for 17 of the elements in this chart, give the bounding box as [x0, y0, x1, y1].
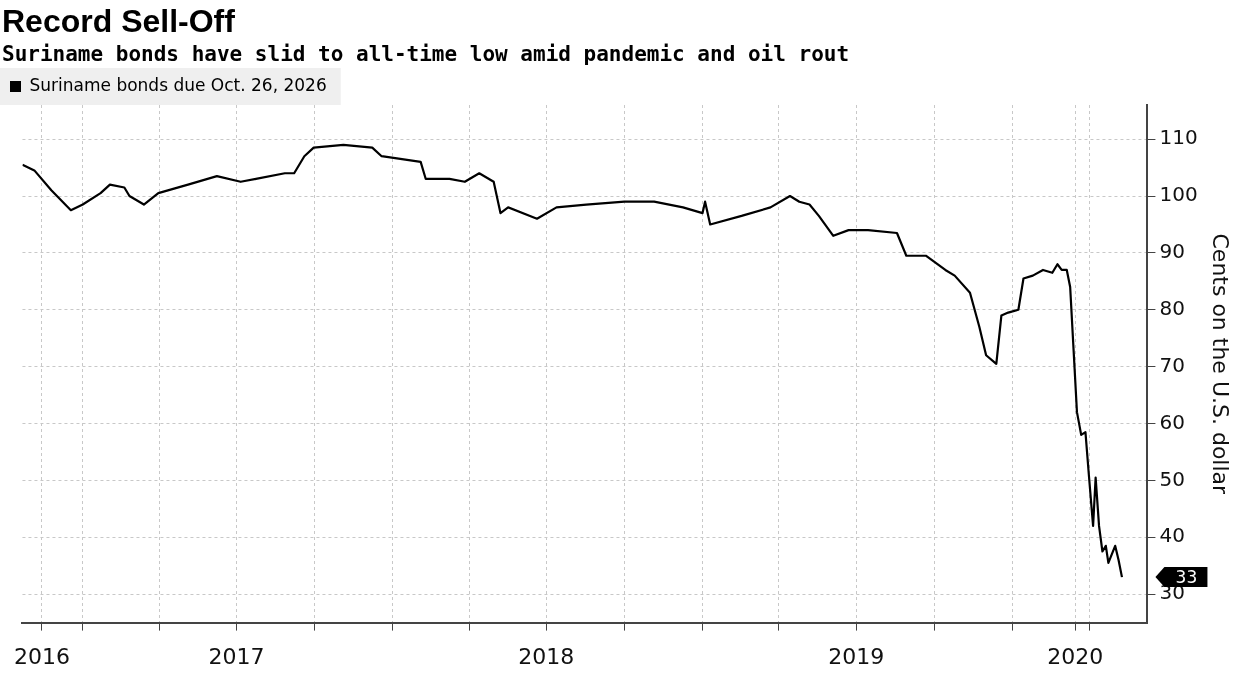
chart-subtitle: Suriname bonds have slid to all-time low amid pandemic and oil rout: [2, 41, 851, 68]
y-tick-label: 40: [1159, 523, 1185, 548]
y-tick-label: 100: [1159, 182, 1198, 207]
x-tick-label: 2019: [828, 643, 885, 669]
x-tick-label: 2020: [1047, 643, 1104, 669]
y-axis-title: Cents on the U.S. dollar: [1208, 233, 1234, 496]
x-tick-label: 2017: [208, 643, 265, 669]
y-tick-label: 110: [1159, 125, 1198, 150]
y-tick-label: 60: [1159, 409, 1185, 434]
y-tick-label: 90: [1159, 239, 1185, 264]
x-tick-label: 2018: [518, 643, 575, 669]
chart-title: Record Sell-Off: [2, 2, 236, 40]
y-tick-label: 50: [1159, 466, 1185, 491]
x-tick-label: 2016: [13, 643, 70, 669]
legend-label: Suriname bonds due Oct. 26, 2026: [29, 74, 327, 95]
y-tick-label: 80: [1159, 295, 1185, 320]
y-tick-label: 70: [1159, 352, 1185, 377]
